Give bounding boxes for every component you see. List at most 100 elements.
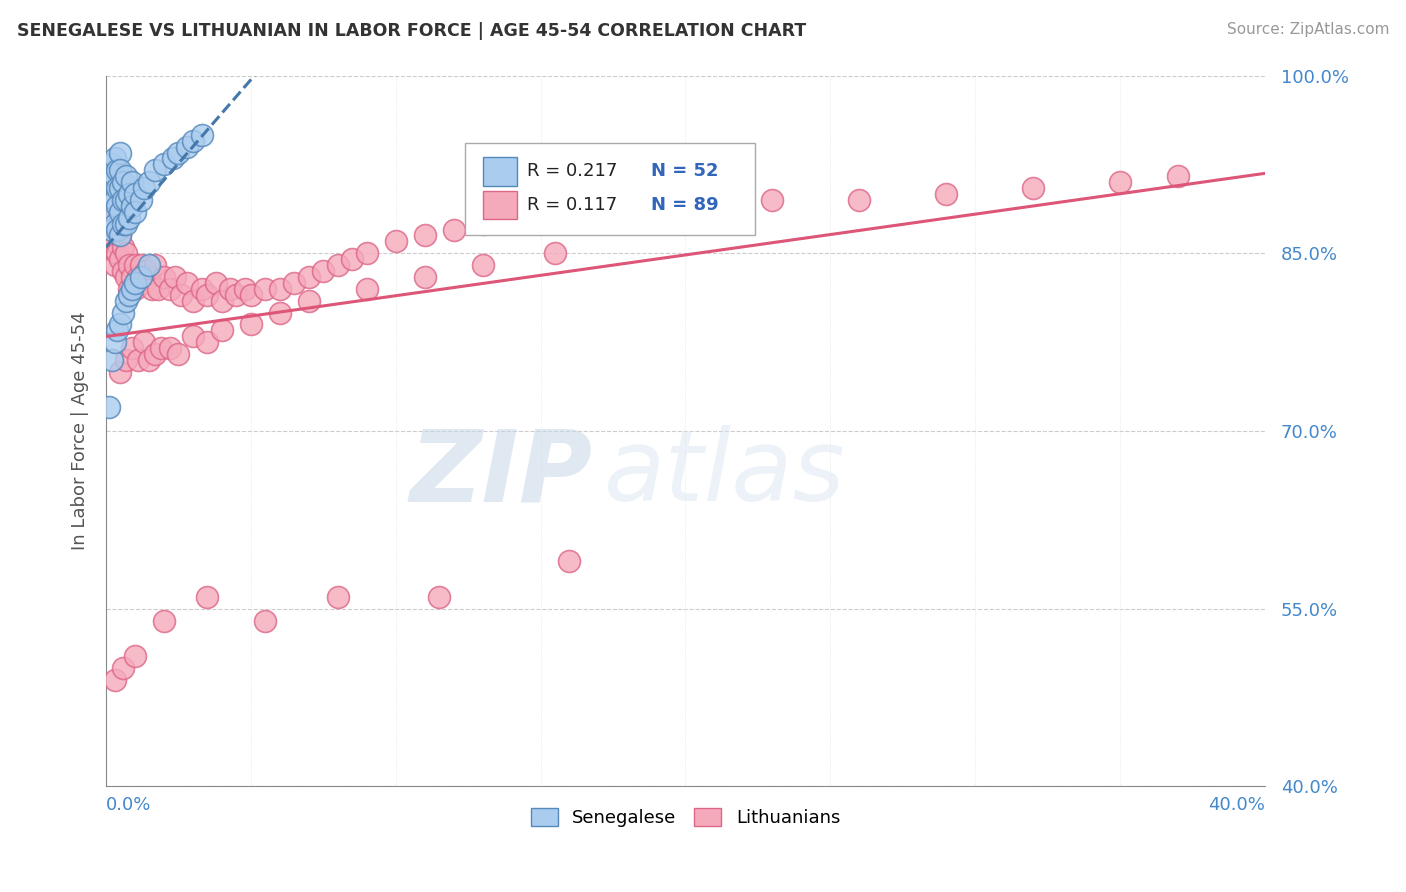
Point [558, 554, 581, 568]
Point [115, 352, 138, 367]
Point [104, 235, 127, 249]
Point [129, 193, 152, 207]
Point [110, 163, 132, 178]
Point [153, 269, 176, 284]
Point [176, 276, 198, 290]
Point [104, 673, 127, 687]
Point [124, 276, 146, 290]
Point [97, 401, 120, 415]
FancyBboxPatch shape [465, 143, 755, 235]
Point [107, 222, 129, 236]
Point [112, 264, 135, 278]
Point [132, 335, 155, 350]
Point [104, 217, 127, 231]
Point [110, 145, 132, 160]
FancyBboxPatch shape [482, 191, 517, 219]
Point [115, 217, 138, 231]
Point [544, 246, 567, 260]
Point [100, 175, 122, 189]
Point [118, 258, 141, 272]
Point [112, 193, 135, 207]
Point [195, 335, 218, 350]
Point [124, 204, 146, 219]
Point [129, 269, 152, 284]
Point [121, 341, 143, 355]
Point [413, 228, 436, 243]
Point [110, 204, 132, 219]
Text: R = 0.117: R = 0.117 [527, 196, 617, 214]
Point [97, 211, 120, 225]
Point [283, 276, 305, 290]
Point [100, 352, 122, 367]
Point [100, 157, 122, 171]
Point [153, 157, 176, 171]
Point [138, 269, 160, 284]
Point [100, 222, 122, 236]
Point [138, 258, 160, 272]
Point [159, 341, 181, 355]
Point [190, 128, 212, 142]
Point [110, 228, 132, 243]
Point [110, 181, 132, 195]
Text: ZIP: ZIP [409, 425, 593, 522]
Point [104, 193, 127, 207]
Point [104, 152, 127, 166]
Point [225, 287, 247, 301]
Point [165, 269, 187, 284]
Point [427, 590, 450, 604]
Point [124, 649, 146, 664]
Text: N = 89: N = 89 [651, 196, 718, 214]
Text: 0.0%: 0.0% [105, 796, 152, 814]
Point [110, 252, 132, 267]
Point [254, 614, 277, 628]
Point [298, 269, 321, 284]
Legend: Senegalese, Lithuanians: Senegalese, Lithuanians [523, 800, 848, 834]
Point [132, 181, 155, 195]
Point [107, 181, 129, 195]
Point [110, 318, 132, 332]
Point [115, 293, 138, 308]
Point [107, 222, 129, 236]
Point [1022, 181, 1045, 195]
Point [121, 282, 143, 296]
Point [121, 269, 143, 284]
Point [1109, 175, 1132, 189]
Point [167, 347, 190, 361]
Point [135, 264, 157, 278]
Point [471, 217, 494, 231]
Point [384, 235, 406, 249]
Point [254, 282, 277, 296]
Point [143, 163, 166, 178]
Point [138, 352, 160, 367]
Point [211, 293, 233, 308]
Point [195, 590, 218, 604]
Point [219, 282, 242, 296]
Point [195, 287, 218, 301]
Point [118, 287, 141, 301]
Point [149, 341, 172, 355]
Point [121, 199, 143, 213]
Point [356, 246, 378, 260]
Point [356, 282, 378, 296]
Point [97, 193, 120, 207]
Point [529, 211, 551, 225]
Point [100, 217, 122, 231]
Point [162, 152, 184, 166]
Point [181, 293, 204, 308]
Point [153, 614, 176, 628]
Point [443, 222, 465, 236]
Point [167, 145, 190, 160]
Point [132, 276, 155, 290]
Point [935, 187, 957, 202]
Point [170, 287, 193, 301]
Point [112, 175, 135, 189]
Point [118, 211, 141, 225]
Text: R = 0.217: R = 0.217 [527, 162, 617, 180]
Point [413, 269, 436, 284]
FancyBboxPatch shape [482, 157, 517, 186]
Text: Source: ZipAtlas.com: Source: ZipAtlas.com [1226, 22, 1389, 37]
Point [127, 352, 149, 367]
Point [239, 318, 262, 332]
Point [129, 258, 152, 272]
Point [848, 193, 870, 207]
